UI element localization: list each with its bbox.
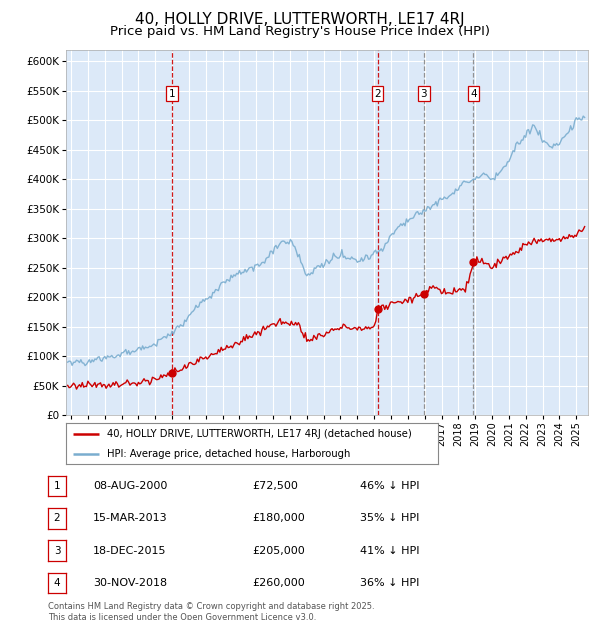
Text: 1: 1 [169, 89, 175, 99]
Text: 18-DEC-2015: 18-DEC-2015 [93, 546, 167, 556]
Text: £260,000: £260,000 [252, 578, 305, 588]
Text: Price paid vs. HM Land Registry's House Price Index (HPI): Price paid vs. HM Land Registry's House … [110, 25, 490, 38]
Text: 08-AUG-2000: 08-AUG-2000 [93, 481, 167, 491]
Text: £180,000: £180,000 [252, 513, 305, 523]
Text: £205,000: £205,000 [252, 546, 305, 556]
Text: 4: 4 [53, 578, 61, 588]
Text: 3: 3 [421, 89, 427, 99]
Text: £72,500: £72,500 [252, 481, 298, 491]
Text: 4: 4 [470, 89, 477, 99]
Text: 36% ↓ HPI: 36% ↓ HPI [360, 578, 419, 588]
Text: 2: 2 [374, 89, 381, 99]
Text: HPI: Average price, detached house, Harborough: HPI: Average price, detached house, Harb… [107, 449, 350, 459]
Text: Contains HM Land Registry data © Crown copyright and database right 2025.: Contains HM Land Registry data © Crown c… [48, 602, 374, 611]
Text: 3: 3 [53, 546, 61, 556]
Text: 30-NOV-2018: 30-NOV-2018 [93, 578, 167, 588]
Text: 40, HOLLY DRIVE, LUTTERWORTH, LE17 4RJ (detached house): 40, HOLLY DRIVE, LUTTERWORTH, LE17 4RJ (… [107, 429, 412, 440]
Text: 15-MAR-2013: 15-MAR-2013 [93, 513, 167, 523]
Text: 41% ↓ HPI: 41% ↓ HPI [360, 546, 419, 556]
Text: 40, HOLLY DRIVE, LUTTERWORTH, LE17 4RJ: 40, HOLLY DRIVE, LUTTERWORTH, LE17 4RJ [135, 12, 465, 27]
Text: 46% ↓ HPI: 46% ↓ HPI [360, 481, 419, 491]
Text: 1: 1 [53, 481, 61, 491]
Text: 35% ↓ HPI: 35% ↓ HPI [360, 513, 419, 523]
Text: 2: 2 [53, 513, 61, 523]
Text: This data is licensed under the Open Government Licence v3.0.: This data is licensed under the Open Gov… [48, 613, 316, 620]
